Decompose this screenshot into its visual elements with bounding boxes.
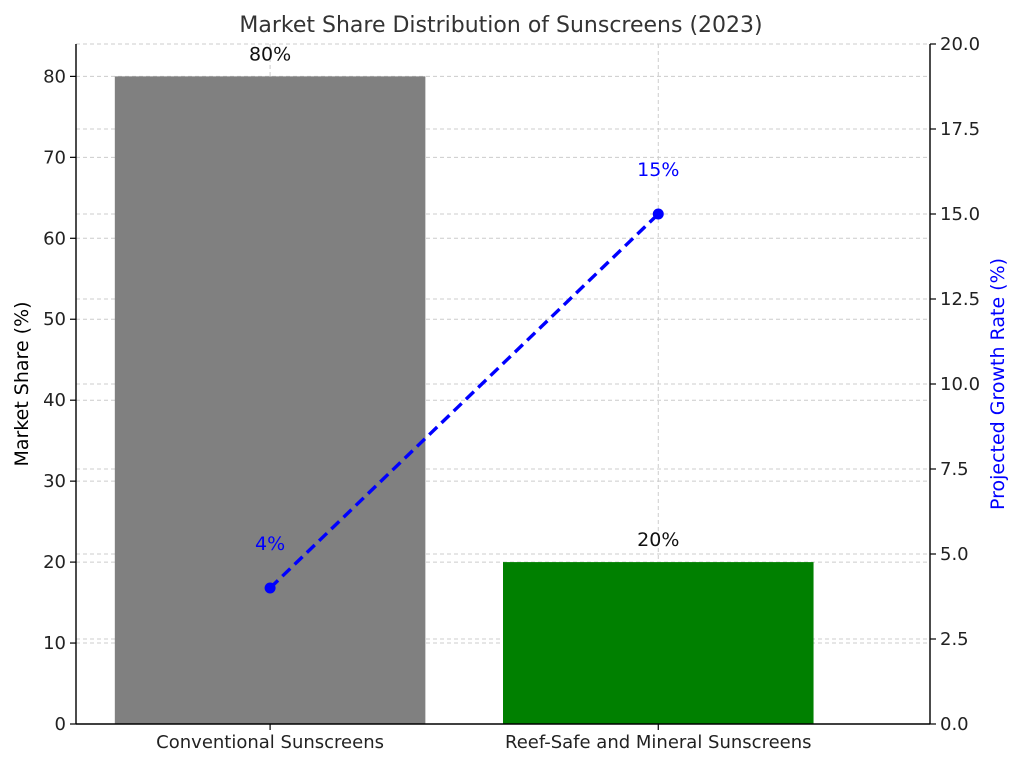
- y-right-tick-label-0: 0.0: [940, 714, 969, 735]
- growth-rate-label-0: 4%: [255, 533, 285, 555]
- y-axis-right-label: Projected Growth Rate (%): [987, 258, 1009, 510]
- y-right-tick-label-6: 15.0: [940, 204, 980, 225]
- x-tick-label-1: Reef-Safe and Mineral Sunscreens: [505, 732, 812, 753]
- y-left-tick-label-4: 40: [43, 390, 66, 411]
- bar-layer: [114, 76, 814, 724]
- growth-rate-point-1: [652, 208, 664, 220]
- y-right-tick-label-5: 12.5: [940, 289, 980, 310]
- label-layer: 80% 20% 4% 15%: [249, 43, 679, 555]
- y-axis-left-label: Market Share (%): [11, 301, 33, 466]
- y-left-tick-label-3: 30: [43, 471, 66, 492]
- growth-rate-label-1: 15%: [637, 159, 679, 181]
- x-tick-label-0: Conventional Sunscreens: [156, 732, 384, 753]
- y-right-tick-label-1: 2.5: [940, 629, 969, 650]
- line-layer: [264, 208, 664, 594]
- y-left-tick-label-6: 60: [43, 228, 66, 249]
- y-left-tick-label-1: 10: [43, 633, 66, 654]
- y-right-tick-label-2: 5.0: [940, 544, 969, 565]
- y-left-tick-label-2: 20: [43, 552, 66, 573]
- y-right-tick-label-8: 20.0: [940, 34, 980, 55]
- y-left-tick-label-0: 0: [55, 714, 66, 735]
- chart-title: Market Share Distribution of Sunscreens …: [239, 13, 762, 38]
- bar-value-label-0: 80%: [249, 43, 291, 65]
- y-left-tick-label-8: 80: [43, 66, 66, 87]
- bar-1: [503, 562, 814, 724]
- bar-value-label-1: 20%: [637, 529, 679, 551]
- y-left-tick-label-5: 50: [43, 309, 66, 330]
- y-left-tick-label-7: 70: [43, 147, 66, 168]
- growth-rate-line: [268, 212, 660, 590]
- bar-0: [114, 76, 426, 724]
- y-right-tick-label-3: 7.5: [940, 459, 969, 480]
- y-right-tick-label-7: 17.5: [940, 119, 980, 140]
- axis-layer: 0 10 20 30 40 50 60 70 80 0.0 2.5 5.0 7.5 10.0 12.5 15.…: [43, 34, 980, 753]
- y-right-tick-label-4: 10.0: [940, 374, 980, 395]
- growth-rate-point-0: [264, 582, 276, 594]
